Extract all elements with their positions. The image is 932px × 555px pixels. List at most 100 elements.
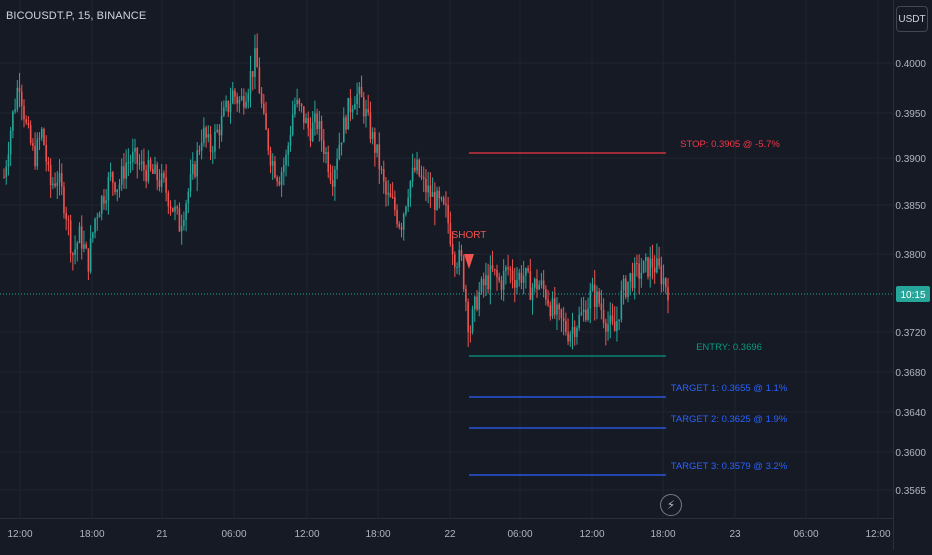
candle-body xyxy=(644,257,647,261)
candle-body xyxy=(134,148,136,152)
candle-body xyxy=(569,333,572,342)
candle-body xyxy=(258,67,261,93)
candle-body xyxy=(72,253,74,256)
candle-body xyxy=(434,192,436,210)
candle-body xyxy=(367,109,370,113)
candle-body xyxy=(507,267,509,269)
candle-body xyxy=(556,304,558,315)
candle-body xyxy=(516,279,518,288)
candle-body xyxy=(620,290,623,320)
candle-body xyxy=(187,191,190,204)
candle-body xyxy=(376,144,378,153)
candle-body xyxy=(56,182,59,187)
time-tick-label: 12:00 xyxy=(7,529,32,540)
candle-body xyxy=(347,98,350,130)
candle-body xyxy=(638,263,640,279)
candle-body xyxy=(78,226,81,243)
candle-body xyxy=(580,312,583,315)
time-tick-label: 12:00 xyxy=(579,529,604,540)
candle-body xyxy=(132,151,134,163)
candle-body xyxy=(391,196,394,198)
candle-body xyxy=(112,172,114,183)
candle-body xyxy=(183,219,185,226)
candle-body xyxy=(12,111,14,131)
time-tick-label: 21 xyxy=(156,529,168,540)
candle-body xyxy=(167,192,170,207)
candle-body xyxy=(58,173,61,183)
candle-body xyxy=(336,158,338,170)
candle-body xyxy=(103,196,105,204)
candle-body xyxy=(294,104,296,115)
candle-body xyxy=(205,127,207,138)
candle-body xyxy=(178,208,181,232)
symbol-title: BICOUSDT.P, 15, BINANCE xyxy=(6,10,147,22)
candle-body xyxy=(314,113,316,123)
candle-body xyxy=(540,280,543,285)
candle-body xyxy=(613,321,616,332)
candle-body xyxy=(647,257,649,277)
candle-body xyxy=(38,137,41,140)
candle-body xyxy=(478,291,481,310)
candle-body xyxy=(567,332,569,342)
candle-body xyxy=(651,258,654,268)
lightning-icon[interactable]: ⚡ xyxy=(660,494,682,516)
candle-body xyxy=(200,142,203,151)
candle-body xyxy=(65,212,67,220)
time-tick-label: 06:00 xyxy=(507,529,532,540)
candle-body xyxy=(422,177,425,180)
candle-body xyxy=(358,86,361,94)
candle-body xyxy=(600,303,603,310)
candle-body xyxy=(16,87,19,110)
candle-body xyxy=(329,172,332,181)
candle-body xyxy=(609,315,612,325)
candle-body xyxy=(209,134,212,152)
candle-body xyxy=(378,144,381,170)
time-tick-label: 22 xyxy=(444,529,456,540)
price-axis[interactable]: 0.4000 0.3950 0.3900 0.3850 0.3800 0.3720 0.36… xyxy=(893,0,932,550)
candle-body xyxy=(225,100,227,108)
candle-body xyxy=(607,324,609,332)
candle-body xyxy=(274,161,276,178)
candle-body xyxy=(462,256,465,290)
candle-body xyxy=(85,244,87,249)
candle-body xyxy=(322,140,325,155)
candle-body xyxy=(471,309,474,333)
candle-body xyxy=(145,170,147,182)
candle-body xyxy=(309,128,312,141)
candle-body xyxy=(169,206,172,208)
candle-body xyxy=(627,281,629,297)
candle-body xyxy=(429,185,432,197)
candle-body xyxy=(287,145,290,155)
candle-body xyxy=(203,127,205,143)
candle-body xyxy=(227,100,230,112)
candle-body xyxy=(565,320,567,333)
candle-body xyxy=(587,308,589,320)
candle-body xyxy=(571,326,574,334)
candle-body xyxy=(667,287,669,301)
candle-body xyxy=(3,176,5,178)
candle-body xyxy=(449,223,452,245)
currency-button[interactable]: USDT xyxy=(896,6,928,32)
candle-body xyxy=(311,122,314,141)
time-axis[interactable]: 12:00 18:00 21 06:00 12:00 18:00 22 06:00 12:00 1… xyxy=(0,518,893,550)
candle-body xyxy=(163,173,165,178)
candle-body xyxy=(207,134,210,138)
candle-body xyxy=(138,163,141,165)
candle-body xyxy=(553,298,556,315)
candle-body xyxy=(43,128,45,145)
candle-body xyxy=(536,278,538,290)
candle-body xyxy=(278,181,281,185)
candle-body xyxy=(54,183,56,187)
candle-body xyxy=(469,331,472,333)
candle-body xyxy=(405,206,407,214)
candle-body xyxy=(371,132,374,139)
candle-body xyxy=(602,309,605,323)
candle-body xyxy=(247,93,250,102)
candle-body xyxy=(551,298,554,317)
time-tick-label: 12:00 xyxy=(865,529,890,540)
candle-body xyxy=(518,272,521,280)
candle-body xyxy=(123,166,125,179)
candle-body xyxy=(596,291,598,307)
